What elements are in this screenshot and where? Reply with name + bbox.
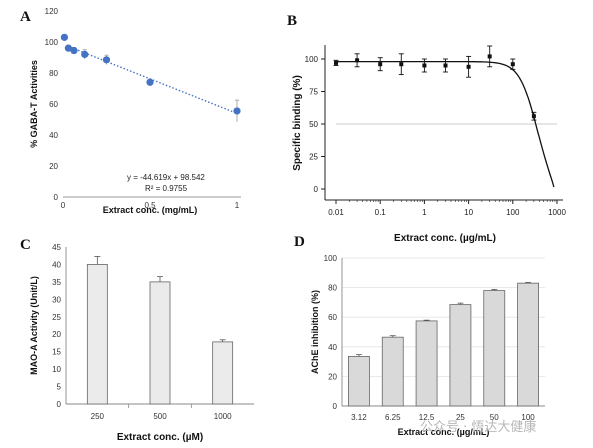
- chart-a-ytick-label: 20: [49, 162, 58, 171]
- chart-c-xtick-label: 250: [91, 412, 105, 421]
- chart-c-ytick-label: 20: [52, 330, 61, 339]
- chart-b-point: [422, 63, 427, 68]
- chart-c-xlabel: Extract conc. (µM): [117, 432, 203, 443]
- chart-d-xtick-label: 3.12: [351, 413, 367, 422]
- chart-c-ytick-label: 40: [52, 260, 61, 269]
- chart-b-xtick-label: 0.01: [328, 208, 344, 217]
- chart-c-ytick-label: 10: [52, 365, 61, 374]
- chart-b-xtick-label: 100: [506, 208, 520, 217]
- chart-c-ytick-label: 45: [52, 243, 61, 252]
- chart-d-bar: [449, 304, 472, 407]
- chart-d-bar: [415, 320, 438, 407]
- chart-d-ytick-label: 40: [328, 343, 337, 352]
- chart-a-point: [146, 78, 154, 86]
- chart-b-point: [531, 114, 536, 119]
- chart-c-ylabel: MAO-A Activity (Unit/L): [29, 276, 39, 375]
- chart-a-xtick-label: 1: [235, 201, 240, 210]
- chart-b-ytick-label: 50: [309, 120, 318, 129]
- chart-d-xtick-label: 6.25: [385, 413, 401, 422]
- chart-a-equation: y = -44.619x + 98.542: [127, 173, 205, 182]
- chart-b-point: [355, 58, 360, 63]
- chart-c-ytick-label: 0: [57, 400, 62, 409]
- chart-c-ytick-label: 5: [57, 383, 62, 392]
- chart-a-xlabel: Extract conc. (mg/mL): [103, 205, 198, 215]
- chart-b-point: [378, 62, 383, 67]
- chart-a: 0 20 40 60 80 100 120 0 0.5 1 y = -44.619x + 98.54…: [29, 7, 241, 215]
- chart-b-xtick-label: 0.1: [375, 208, 387, 217]
- watermark-text: 公众号 · 悟达大健康: [420, 419, 536, 435]
- chart-d-ytick-label: 20: [328, 372, 337, 381]
- chart-d-ylabel: AChE inhibition (%): [310, 290, 320, 374]
- chart-d-bar: [483, 290, 506, 407]
- chart-b-ytick-label: 100: [305, 55, 319, 64]
- chart-b-point: [399, 62, 404, 67]
- chart-a-xtick-label: 0: [61, 201, 66, 210]
- chart-d-xtick-label: 12.5: [419, 413, 435, 422]
- chart-b-ytick-label: 75: [309, 88, 318, 97]
- panel-letter-c: C: [20, 237, 31, 253]
- chart-c-ytick-label: 25: [52, 313, 61, 322]
- chart-d-bar: [348, 356, 370, 407]
- chart-b-point: [487, 54, 492, 59]
- chart-a-ytick-label: 40: [49, 131, 58, 140]
- chart-d-bar: [381, 336, 404, 407]
- chart-d-ytick-label: 0: [333, 402, 338, 411]
- chart-a-r-squared: R² = 0.9755: [145, 184, 188, 193]
- chart-d-ytick-label: 100: [324, 254, 338, 263]
- chart-b-fit-curve: [336, 60, 555, 188]
- chart-a-ytick-label: 80: [49, 69, 58, 78]
- chart-c-bar: [86, 264, 108, 405]
- chart-d-ytick-label: 80: [328, 284, 337, 293]
- chart-a-trendline: [67, 45, 238, 115]
- chart-b-xtick-label: 1000: [548, 208, 566, 217]
- chart-a-point: [64, 44, 72, 52]
- panel-letter-d: D: [294, 234, 305, 250]
- chart-c-xtick-label: 500: [153, 412, 167, 421]
- chart-a-point: [102, 56, 111, 64]
- chart-d-xtick-label: 25: [456, 413, 465, 422]
- chart-c-ytick-label: 30: [52, 295, 61, 304]
- chart-b-xtick-label: 10: [464, 208, 473, 217]
- chart-a-point: [81, 50, 89, 59]
- chart-b-point: [443, 63, 448, 68]
- chart-c-xtick-label: 1000: [214, 412, 232, 421]
- chart-c: 0 5 10 15 20 25 30 35 40 45 250 500 1000 Extract conc…: [29, 243, 254, 443]
- chart-d-bar: [517, 282, 539, 407]
- chart-b-xlabel: Extract conc. (µg/mL): [394, 233, 496, 244]
- chart-d: 0 20 40 60 80 100 3.12 6.25 12.5 25 50 100 Extract c…: [310, 254, 545, 437]
- chart-a-ytick-label: 0: [54, 193, 59, 202]
- chart-c-bar: [212, 341, 234, 405]
- chart-c-ytick-label: 35: [52, 278, 61, 287]
- chart-b-ytick-label: 0: [314, 185, 319, 194]
- chart-a-xtick-label: 0.5: [144, 201, 156, 210]
- chart-a-point: [70, 46, 78, 55]
- chart-a-point: [233, 107, 241, 115]
- chart-d-xtick-label: 50: [490, 413, 499, 422]
- chart-b-point: [334, 60, 338, 65]
- panel-letter-b: B: [287, 13, 297, 29]
- chart-b-point: [466, 64, 471, 69]
- chart-b-ytick-label: 25: [309, 153, 318, 162]
- chart-b: 0 25 50 75 100 0.01 0.1 1 10 100 1000 Extract conc.…: [292, 45, 566, 244]
- chart-b-point: [510, 62, 515, 67]
- chart-c-bar: [149, 281, 171, 405]
- chart-a-ytick-label: 60: [49, 100, 58, 109]
- chart-a-point: [60, 33, 68, 41]
- chart-b-ylabel: Specific binding (%): [292, 75, 303, 171]
- chart-b-xtick-label: 1: [422, 208, 427, 217]
- chart-d-ytick-label: 60: [328, 313, 337, 322]
- chart-a-ytick-label: 100: [45, 38, 59, 47]
- chart-d-xlabel: Extract conc. (µg/mL): [398, 427, 490, 437]
- chart-c-ytick-label: 15: [52, 348, 61, 357]
- chart-a-ylabel: % GABA-T Activities: [29, 60, 39, 148]
- panel-letter-a: A: [20, 9, 31, 25]
- chart-a-ytick-label: 120: [45, 7, 59, 16]
- chart-d-xtick-label: 100: [521, 413, 535, 422]
